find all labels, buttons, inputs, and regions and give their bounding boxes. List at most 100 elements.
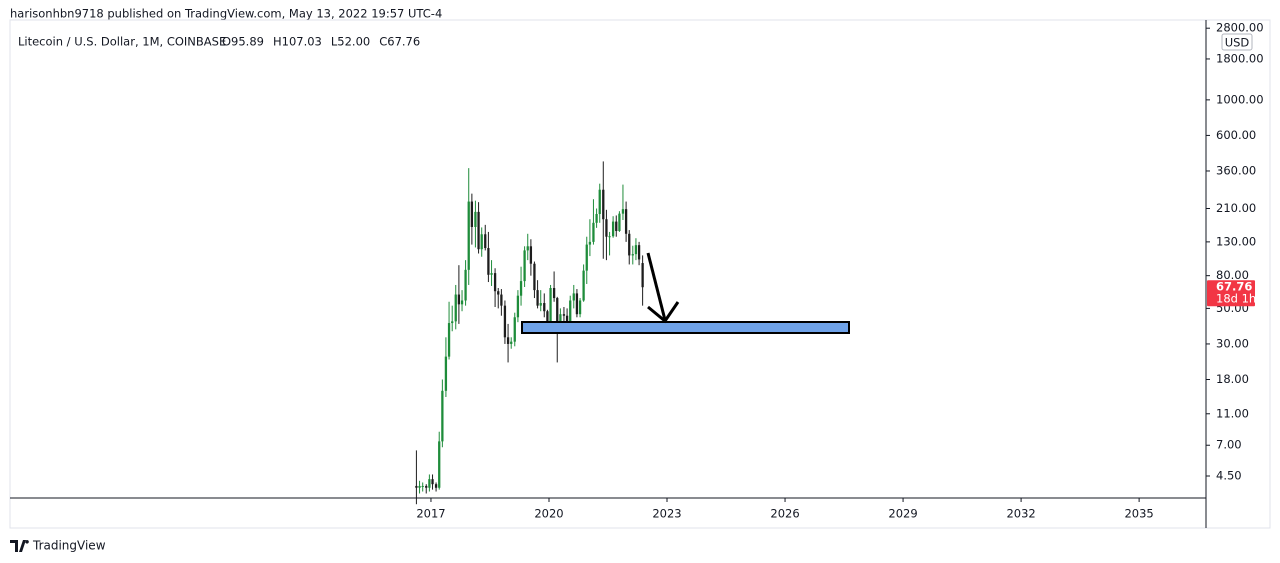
arrow-head (647, 301, 680, 324)
arrow-shaft (646, 252, 667, 321)
candle-body (637, 245, 641, 260)
candle-body (611, 221, 615, 237)
chart-frame (9, 19, 1271, 529)
y-tick-label: 1000.00 (1216, 92, 1264, 106)
candle-body (500, 294, 503, 306)
y-tick-label: 1800.00 (1216, 51, 1264, 65)
candle-body (543, 303, 546, 312)
candle-body (565, 315, 569, 323)
candle-body (451, 321, 454, 324)
candle-body (641, 263, 644, 288)
candle-body (460, 300, 464, 305)
candle-body (585, 244, 588, 271)
candle-body (618, 213, 621, 231)
y-tick-label: 210.00 (1216, 201, 1256, 215)
candle-body (523, 250, 526, 282)
y-tick-label: 2800.00 (1216, 21, 1264, 35)
candle-body (615, 221, 618, 231)
candle-body (595, 214, 598, 223)
candle-body (546, 311, 549, 323)
candle-body (578, 300, 582, 315)
candle-body (582, 270, 585, 301)
ohlc-value: L52.00 (331, 35, 370, 49)
x-tick-label: 2023 (652, 507, 681, 521)
candle-body (438, 441, 441, 488)
candle-body (418, 485, 421, 488)
footer-logo (10, 540, 29, 552)
candle-body (506, 337, 510, 344)
candle-body (497, 291, 500, 295)
countdown: 18d 1h (1216, 292, 1256, 306)
candle-body (621, 209, 625, 214)
y-tick-label: 7.00 (1216, 438, 1242, 452)
candle-body (539, 303, 542, 306)
y-tick-label: 4.50 (1216, 468, 1242, 482)
y-tick-label: 360.00 (1216, 163, 1256, 177)
candle-body (598, 189, 601, 215)
candle-body (536, 290, 539, 306)
candle-body (519, 281, 523, 296)
candle-body (549, 288, 552, 323)
y-tick-label: 30.00 (1216, 336, 1249, 350)
footer-brand: TradingView (32, 539, 106, 553)
candle-body (474, 211, 477, 227)
y-tick-label: 130.00 (1216, 234, 1256, 248)
last-price: 67.76 (1216, 280, 1252, 294)
candle-body (526, 246, 529, 251)
candle-body (431, 479, 434, 485)
support-zone (521, 321, 850, 334)
candle-body (487, 248, 490, 275)
candle-body (490, 273, 493, 275)
publish-header: harisonhbn9718 published on TradingView.… (10, 7, 442, 21)
logo-mark (10, 540, 29, 552)
candle-body (631, 254, 634, 256)
candle-body (493, 273, 497, 292)
last-price-tag (1207, 280, 1255, 307)
y-tick-label: 80.00 (1216, 268, 1249, 282)
candle-body (484, 234, 487, 249)
candle-body (441, 390, 444, 442)
candle-body (434, 484, 438, 488)
candle-body (575, 293, 579, 315)
candle-body (415, 485, 418, 488)
x-tick-label: 2035 (1124, 507, 1153, 521)
candle-body (447, 323, 451, 357)
symbol-title: Litecoin / U.S. Dollar, 1M, COINBASE (18, 35, 226, 49)
candle-body (503, 305, 507, 338)
y-tick-label: 11.00 (1216, 406, 1249, 420)
candle-body (624, 209, 628, 234)
candle-body (588, 241, 592, 245)
candle-body (470, 201, 474, 227)
x-tick-label: 2020 (534, 507, 563, 521)
candle-body (464, 269, 467, 301)
candle-body (556, 298, 559, 326)
candle-body (608, 236, 611, 238)
candle-body (562, 314, 566, 316)
ohlc-value: O95.89 (222, 35, 264, 49)
candle-body (421, 485, 424, 487)
candle-body (552, 288, 556, 299)
candle-body (569, 300, 572, 323)
candle-body (572, 293, 575, 301)
candle-body (480, 234, 483, 250)
candle-body (513, 317, 516, 342)
currency: USD (1225, 36, 1250, 50)
candle-body (529, 246, 533, 264)
candle-body (454, 294, 457, 322)
candle-body (467, 201, 470, 270)
candle-body (516, 295, 520, 318)
x-tick-label: 2026 (770, 507, 799, 521)
candle-body (605, 219, 608, 237)
candle-body (510, 341, 513, 344)
candle-body (533, 263, 536, 291)
candle-body (559, 314, 562, 326)
candle-body (634, 245, 638, 255)
ohlc-value: C67.76 (379, 35, 420, 49)
candle-body (592, 222, 595, 242)
x-tick-label: 2029 (888, 507, 917, 521)
candle-body (628, 233, 631, 256)
y-tick-label: 18.00 (1216, 372, 1249, 386)
candle-body (444, 356, 448, 391)
y-tick-label: 600.00 (1216, 128, 1256, 142)
